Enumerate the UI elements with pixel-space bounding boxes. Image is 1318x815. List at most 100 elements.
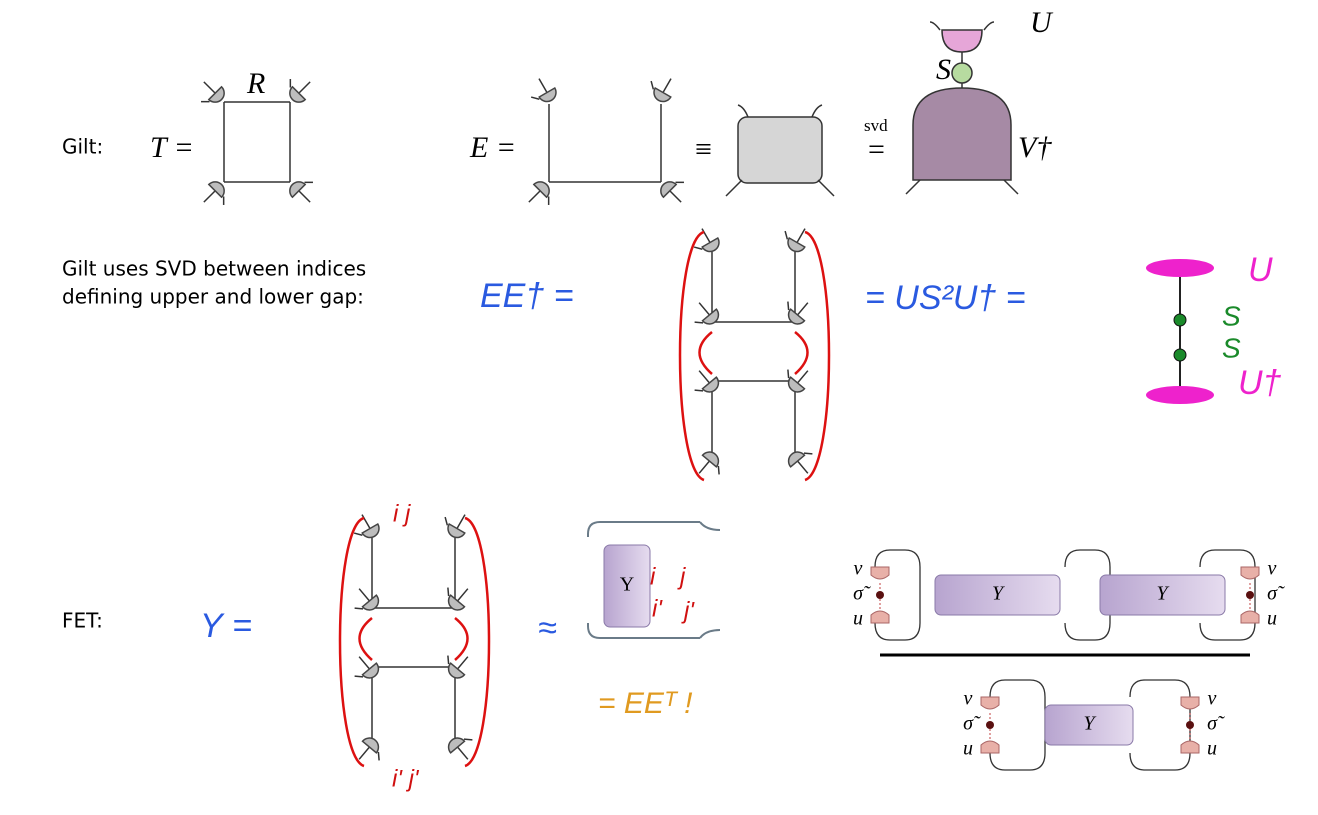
handwriting: S bbox=[1222, 300, 1241, 331]
dot bbox=[1186, 721, 1194, 729]
label: Gilt: bbox=[62, 135, 103, 159]
half-disc bbox=[447, 594, 466, 611]
loop bbox=[874, 549, 921, 641]
half-disc bbox=[207, 85, 225, 103]
half-disc bbox=[701, 308, 720, 325]
red-curve bbox=[804, 230, 831, 482]
math: U bbox=[1030, 6, 1054, 39]
half-disc bbox=[207, 181, 225, 199]
handwriting: i' j' bbox=[392, 765, 420, 792]
leg bbox=[222, 196, 225, 205]
tensor bbox=[289, 79, 311, 103]
math: V† bbox=[1018, 131, 1052, 164]
dot bbox=[1173, 348, 1187, 362]
half-disc bbox=[361, 737, 380, 754]
math-label: Υ bbox=[1083, 713, 1096, 735]
handwriting: Υ = bbox=[200, 607, 252, 645]
half-disc bbox=[660, 181, 678, 199]
tensor bbox=[447, 587, 469, 611]
half-disc bbox=[787, 308, 806, 325]
tensor bbox=[530, 78, 557, 103]
tensor bbox=[354, 588, 380, 611]
tensor bbox=[787, 301, 809, 325]
dot bbox=[986, 721, 994, 729]
leg bbox=[289, 79, 292, 88]
handwriting: j bbox=[677, 563, 686, 590]
leg bbox=[377, 751, 380, 761]
red-curve bbox=[338, 516, 365, 768]
handwriting: EE† = bbox=[480, 277, 574, 315]
leg bbox=[354, 607, 364, 610]
legs bbox=[725, 104, 835, 197]
leg bbox=[693, 246, 703, 250]
bracket bbox=[587, 521, 700, 639]
leg bbox=[353, 532, 363, 536]
half-disc bbox=[361, 523, 380, 539]
tensor bbox=[447, 655, 469, 679]
tensor bbox=[444, 514, 466, 539]
tensor-u bbox=[941, 29, 983, 53]
tensor bbox=[353, 514, 380, 539]
half-disc bbox=[289, 181, 307, 199]
half-disc bbox=[787, 451, 806, 468]
math-label: σ̃ bbox=[853, 583, 871, 605]
half-disc bbox=[787, 376, 806, 393]
math-label: u bbox=[963, 738, 973, 760]
leg bbox=[787, 301, 790, 311]
tensor bbox=[528, 181, 550, 205]
math: ≡ bbox=[695, 133, 712, 166]
handwriting: = US²U† = bbox=[865, 279, 1026, 317]
cap bbox=[870, 566, 890, 580]
loop bbox=[989, 679, 1046, 771]
leg bbox=[530, 96, 540, 100]
loop bbox=[1199, 549, 1256, 641]
tensor bbox=[203, 181, 225, 205]
handwriting: S bbox=[1222, 332, 1241, 363]
handwriting: i bbox=[650, 563, 656, 590]
tensor bbox=[201, 81, 225, 103]
cap bbox=[980, 696, 1000, 710]
tensor-s bbox=[951, 62, 973, 84]
leg bbox=[463, 738, 473, 741]
handwriting: U bbox=[1248, 251, 1273, 289]
math-label: σ̃ bbox=[963, 713, 981, 735]
tensor bbox=[694, 370, 720, 393]
tensor-box bbox=[737, 116, 823, 184]
red-curve bbox=[464, 516, 491, 768]
cup bbox=[1180, 740, 1200, 754]
label: FET: bbox=[62, 609, 103, 633]
half-disc bbox=[532, 181, 550, 199]
tensor-box bbox=[1044, 704, 1134, 746]
handwriting: j' bbox=[681, 597, 695, 624]
cup bbox=[1240, 610, 1260, 624]
text-line: defining upper and lower gap: bbox=[62, 285, 364, 309]
cap bbox=[1180, 696, 1200, 710]
math-label: v bbox=[964, 688, 973, 710]
tensor-box bbox=[934, 574, 1061, 616]
loop bbox=[1129, 679, 1191, 771]
math-label: v bbox=[1208, 688, 1217, 710]
cup bbox=[870, 610, 890, 624]
dot bbox=[1246, 591, 1254, 599]
red-curve bbox=[454, 617, 469, 661]
math: T = bbox=[150, 131, 194, 164]
leg bbox=[447, 655, 450, 665]
red-curve bbox=[678, 230, 705, 482]
tensor bbox=[354, 656, 380, 679]
half-disc bbox=[447, 523, 466, 539]
math-label: Υ bbox=[992, 583, 1005, 605]
handwriting: ≈ bbox=[538, 609, 557, 647]
cup bbox=[980, 740, 1000, 754]
math-label: v bbox=[854, 558, 863, 580]
half-disc bbox=[787, 237, 806, 253]
red-curve bbox=[794, 331, 809, 375]
leg bbox=[675, 181, 684, 184]
tensor bbox=[447, 737, 473, 760]
tensor bbox=[693, 228, 720, 253]
tensor-v bbox=[912, 87, 1012, 181]
leg bbox=[717, 465, 720, 475]
leg bbox=[304, 181, 313, 184]
leg bbox=[447, 587, 450, 597]
